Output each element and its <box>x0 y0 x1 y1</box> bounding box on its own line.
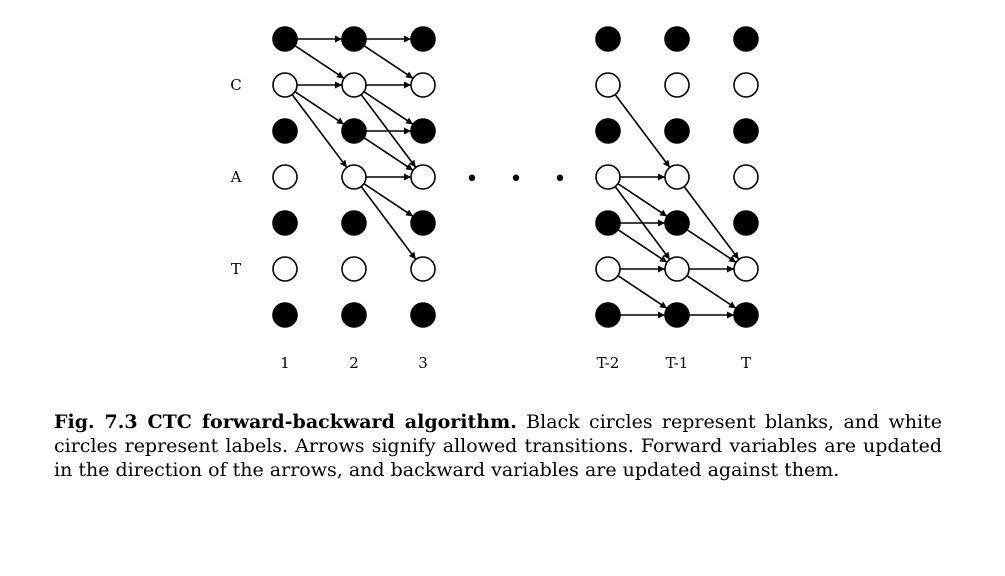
blank-node <box>410 210 436 236</box>
transition-arrow <box>294 44 345 80</box>
column-label: T <box>741 354 751 372</box>
transition-arrow <box>363 90 414 126</box>
transition-arrow <box>686 228 737 264</box>
column-label: T-2 <box>597 354 620 372</box>
label-node <box>341 72 367 98</box>
blank-node <box>733 210 759 236</box>
label-node <box>733 164 759 190</box>
label-node <box>595 256 621 282</box>
row-label: C <box>230 76 241 94</box>
caption-title: Fig. 7.3 CTC forward-backward algorithm. <box>54 411 517 433</box>
transition-arrow <box>360 186 417 260</box>
transition-arrow <box>617 228 668 264</box>
label-node <box>733 256 759 282</box>
blank-node <box>595 26 621 52</box>
label-node <box>595 72 621 98</box>
column-label: 3 <box>418 354 428 372</box>
transition-arrow <box>294 90 345 126</box>
transition-arrow <box>617 274 668 310</box>
row-label: A <box>230 168 242 186</box>
lattice-nodes <box>272 26 759 328</box>
transition-arrow <box>617 182 668 218</box>
blank-node <box>272 26 298 52</box>
label-node <box>664 72 690 98</box>
blank-node <box>410 302 436 328</box>
label-node <box>410 164 436 190</box>
column-label: 2 <box>349 354 359 372</box>
label-node <box>272 72 298 98</box>
blank-node <box>733 302 759 328</box>
figure-caption: Fig. 7.3 CTC forward-backward algorithm.… <box>54 410 942 482</box>
blank-node <box>595 210 621 236</box>
blank-node <box>595 118 621 144</box>
blank-node <box>595 302 621 328</box>
transition-arrow <box>363 136 414 172</box>
caption-body: Black circles represent blanks, and whit… <box>54 411 942 481</box>
blank-node <box>664 26 690 52</box>
transition-arrow <box>363 44 414 80</box>
blank-node <box>410 118 436 144</box>
transition-arrow <box>614 94 671 168</box>
label-node <box>410 72 436 98</box>
ellipsis: • • • <box>466 167 579 192</box>
label-node <box>272 256 298 282</box>
column-labels: 1 2 3 T-2 T-1 T <box>280 354 751 372</box>
transition-arrow <box>683 186 740 260</box>
blank-node <box>341 210 367 236</box>
label-node <box>664 256 690 282</box>
label-node <box>272 164 298 190</box>
column-label: 1 <box>280 354 290 372</box>
blank-node <box>733 26 759 52</box>
blank-node <box>272 302 298 328</box>
blank-node <box>272 210 298 236</box>
transition-arrow <box>363 182 414 218</box>
row-labels: C A T <box>230 76 242 278</box>
label-node <box>341 164 367 190</box>
blank-node <box>341 26 367 52</box>
transition-arrow <box>291 94 348 168</box>
label-node <box>664 164 690 190</box>
label-node <box>410 256 436 282</box>
blank-node <box>664 118 690 144</box>
transition-arrows <box>291 35 740 319</box>
blank-node <box>664 302 690 328</box>
label-node <box>733 72 759 98</box>
label-node <box>341 256 367 282</box>
row-label: T <box>231 260 241 278</box>
blank-node <box>341 302 367 328</box>
blank-node <box>272 118 298 144</box>
blank-node <box>664 210 690 236</box>
blank-node <box>733 118 759 144</box>
label-node <box>595 164 621 190</box>
column-label: T-1 <box>666 354 689 372</box>
blank-node <box>341 118 367 144</box>
ctc-lattice-diagram: C A T 1 2 3 T-2 T-1 T • • • <box>230 26 759 372</box>
transition-arrow <box>686 274 737 310</box>
blank-node <box>410 26 436 52</box>
